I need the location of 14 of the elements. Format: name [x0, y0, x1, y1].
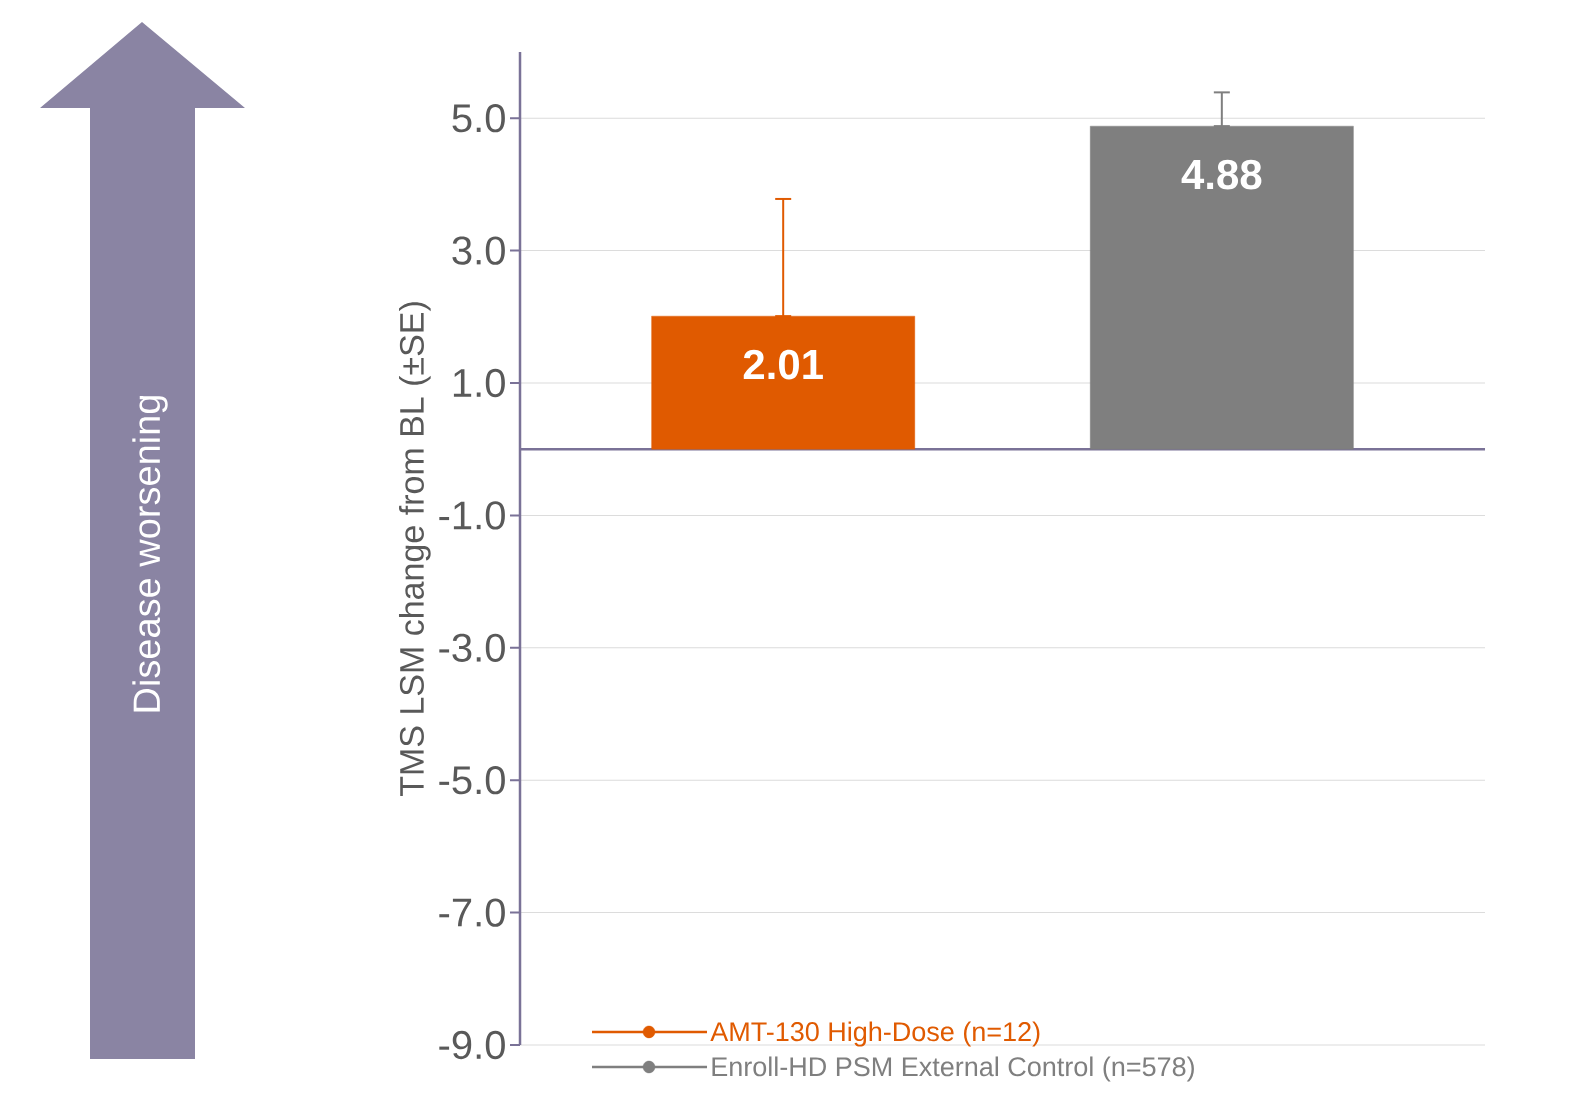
y-tick-label: 1.0: [453, 368, 505, 398]
text: Disease worsening: [132, 396, 168, 712]
y-tick-label: -3.0: [439, 633, 505, 662]
y-tick-label: -9.0: [439, 1030, 505, 1060]
y-axis-title: TMS LSM change from BL (±SE): [398, 302, 431, 797]
y-tick-label: -1.0: [439, 501, 505, 530]
y-tick-label: 5.0: [452, 104, 505, 133]
legend-label: Enroll-HD PSM External Control (n=578): [712, 1056, 1194, 1082]
data-label: 2.01: [743, 349, 823, 380]
data-label: 4.88: [1181, 159, 1262, 190]
legend-label: AMT-130 High-Dose (n=12): [710, 1021, 1040, 1047]
y-tick-label: 3.0: [452, 236, 505, 265]
y-tick-label: -5.0: [439, 766, 505, 795]
y-tick-label: -7.0: [439, 898, 505, 927]
